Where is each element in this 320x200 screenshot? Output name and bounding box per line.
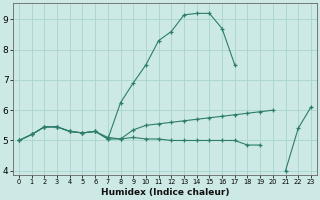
X-axis label: Humidex (Indice chaleur): Humidex (Indice chaleur) — [101, 188, 229, 197]
